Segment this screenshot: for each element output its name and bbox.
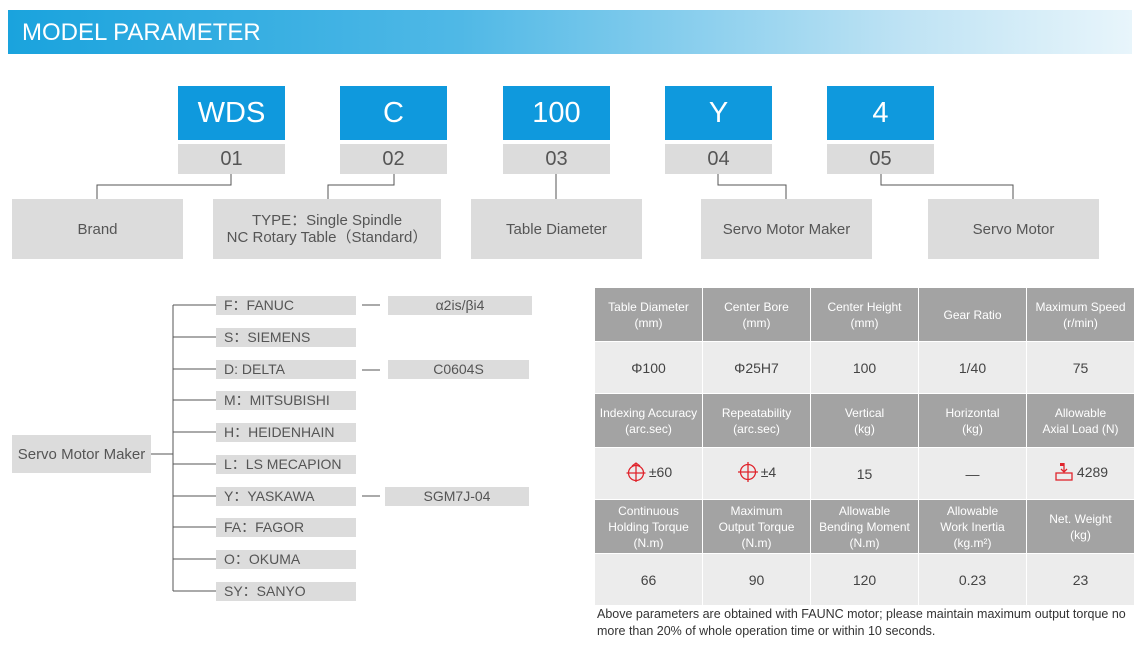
title-banner: MODEL PARAMETER <box>8 10 1132 54</box>
value-cell: 23 <box>1026 553 1135 606</box>
value-cell: 100 <box>810 341 919 394</box>
header-cell: Center Height (mm) <box>810 287 919 342</box>
table-row: ±60 ±4 15 — 4289 <box>594 447 1135 500</box>
parameter-table: Table Diameter (mm) Center Bore (mm) Cen… <box>594 287 1135 606</box>
header-cell: Allowable Work Inertia (kg.m²) <box>918 499 1027 554</box>
code-diameter: 100 <box>503 86 610 140</box>
header-cell: Repeatability (arc.sec) <box>702 393 811 448</box>
index-03: 03 <box>503 144 610 174</box>
code-motor: 4 <box>827 86 934 140</box>
code-maker: Y <box>665 86 772 140</box>
desc-diameter: Table Diameter <box>471 199 642 259</box>
code-brand: WDS <box>178 86 285 140</box>
maker-delta: D: DELTA <box>216 360 356 379</box>
index-02: 02 <box>340 144 447 174</box>
header-cell: Indexing Accuracy (arc.sec) <box>594 393 703 448</box>
desc-maker: Servo Motor Maker <box>701 199 872 259</box>
value-cell: 90 <box>702 553 811 606</box>
index-05: 05 <box>827 144 934 174</box>
value-cell: Φ25H7 <box>702 341 811 394</box>
index-01: 01 <box>178 144 285 174</box>
header-cell: Maximum Output Torque (N.m) <box>702 499 811 554</box>
maker-heidenhain: H：HEIDENHAIN <box>216 423 356 442</box>
maker-mitsubishi: M：MITSUBISHI <box>216 391 356 410</box>
value-cell: 1/40 <box>918 341 1027 394</box>
desc-motor: Servo Motor <box>928 199 1099 259</box>
axial-load-icon <box>1053 461 1075 486</box>
table-header-row: Indexing Accuracy (arc.sec) Repeatabilit… <box>594 393 1135 448</box>
header-cell: Allowable Bending Moment (N.m) <box>810 499 919 554</box>
model-yaskawa: SGM7J-04 <box>385 487 529 506</box>
footnote: Above parameters are obtained with FAUNC… <box>597 607 1126 638</box>
table-row: 66 90 120 0.23 23 <box>594 553 1135 606</box>
value-cell: 120 <box>810 553 919 606</box>
header-cell: Table Diameter (mm) <box>594 287 703 342</box>
value-cell: 66 <box>594 553 703 606</box>
header-cell: Continuous Holding Torque (N.m) <box>594 499 703 554</box>
header-cell: Center Bore (mm) <box>702 287 811 342</box>
model-delta: C0604S <box>388 360 529 379</box>
maker-fagor: FA：FAGOR <box>216 518 356 537</box>
value-cell: ±60 <box>594 447 703 500</box>
value-cell: — <box>918 447 1027 500</box>
model-fanuc: α2is/βi4 <box>388 296 532 315</box>
header-cell: Gear Ratio <box>918 287 1027 342</box>
header-cell: Horizontal (kg) <box>918 393 1027 448</box>
value-cell: 4289 <box>1026 447 1135 500</box>
value-cell: 0.23 <box>918 553 1027 606</box>
maker-ls-mecapion: L：LS MECAPION <box>216 455 356 474</box>
value-cell: ±4 <box>702 447 811 500</box>
header-cell: Vertical (kg) <box>810 393 919 448</box>
servo-maker-label: Servo Motor Maker <box>12 435 151 473</box>
value-cell: Φ100 <box>594 341 703 394</box>
maker-sanyo: SY：SANYO <box>216 582 356 601</box>
maker-siemens: S：SIEMENS <box>216 328 356 347</box>
maker-okuma: O：OKUMA <box>216 550 356 569</box>
header-cell: Maximum Speed (r/min) <box>1026 287 1135 342</box>
header-cell: Allowable Axial Load (N) <box>1026 393 1135 448</box>
value-cell: 15 <box>810 447 919 500</box>
index-04: 04 <box>665 144 772 174</box>
maker-fanuc: F：FANUC <box>216 296 356 315</box>
maker-yaskawa: Y：YASKAWA <box>216 487 356 506</box>
table-header-row: Continuous Holding Torque (N.m) Maximum … <box>594 499 1135 554</box>
page-title: MODEL PARAMETER <box>22 19 261 46</box>
desc-brand: Brand <box>12 199 183 259</box>
code-type: C <box>340 86 447 140</box>
indexing-accuracy-icon <box>625 461 647 486</box>
desc-type: TYPE：Single Spindle NC Rotary Table（Stan… <box>213 199 441 259</box>
table-header-row: Table Diameter (mm) Center Bore (mm) Cen… <box>594 287 1135 342</box>
table-row: Φ100 Φ25H7 100 1/40 75 <box>594 341 1135 394</box>
header-cell: Net. Weight (kg) <box>1026 499 1135 554</box>
value-cell: 75 <box>1026 341 1135 394</box>
repeatability-icon <box>737 461 759 486</box>
